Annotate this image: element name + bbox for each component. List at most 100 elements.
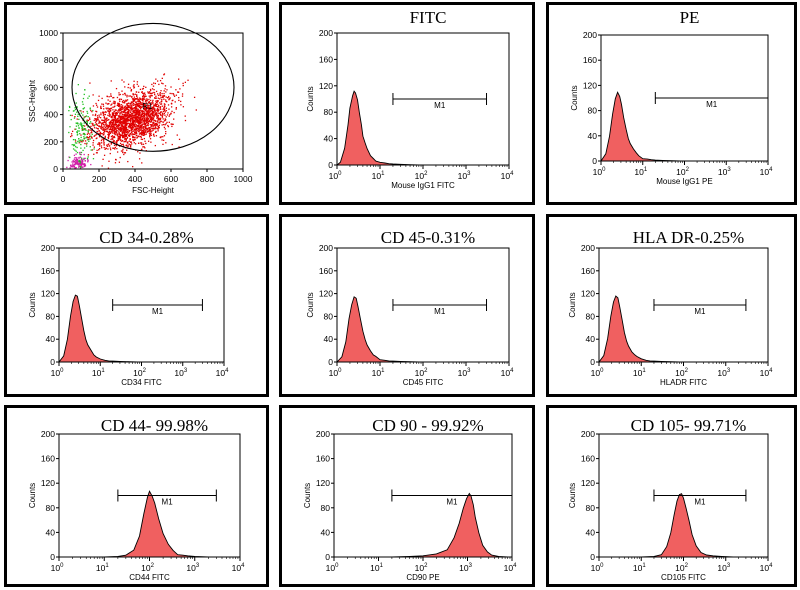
scatter-point	[124, 110, 127, 112]
scatter-point	[80, 147, 82, 149]
scatter-point	[114, 101, 116, 103]
scatter-point	[146, 117, 148, 119]
scatter-point	[134, 116, 136, 119]
scatter-point	[153, 91, 155, 94]
scatter-point	[133, 131, 136, 134]
scatter-point	[125, 100, 128, 102]
scatter-point	[123, 153, 125, 156]
scatter-point	[135, 111, 138, 113]
x-tick-exponent: 4	[510, 171, 514, 177]
chart-svg: R10 200 400 600 800 100002004006008001000FSC-…	[28, 22, 253, 195]
y-tick-label: 0	[325, 552, 330, 562]
scatter-point	[79, 110, 81, 112]
scatter-point	[80, 140, 82, 142]
scatter-point	[156, 127, 158, 130]
scatter-point	[121, 106, 123, 108]
scatter-point	[124, 152, 127, 154]
scatter-point	[92, 158, 95, 160]
scatter-point	[136, 102, 138, 104]
scatter-point	[106, 127, 108, 129]
scatter-point	[157, 130, 159, 132]
scatter-point	[110, 93, 112, 95]
x-tick-label: 103	[186, 563, 199, 573]
scatter-point	[151, 120, 153, 122]
scatter-point	[156, 109, 158, 111]
scatter-point	[143, 115, 145, 117]
scatter-point	[125, 107, 127, 109]
scatter-point	[139, 111, 141, 113]
scatter-point	[101, 128, 103, 130]
scatter-point	[71, 130, 74, 133]
scatter-point	[83, 118, 85, 120]
scatter-point	[81, 125, 83, 127]
scatter-point	[123, 127, 125, 129]
scatter-point	[152, 119, 154, 121]
scatter-point	[112, 121, 114, 123]
scatter-point	[111, 135, 114, 137]
scatter-point	[136, 103, 138, 106]
scatter-point	[147, 103, 149, 105]
scatter-point	[149, 133, 151, 135]
scatter-point	[89, 121, 92, 123]
scatter-point	[130, 111, 132, 114]
scatter-point	[130, 124, 132, 126]
scatter-point	[120, 116, 122, 118]
x-tick-label: 102	[675, 368, 688, 378]
x-tick-label: 101	[370, 563, 383, 573]
scatter-point	[162, 83, 164, 85]
scatter-point	[109, 131, 111, 133]
scatter-point	[156, 100, 158, 102]
scatter-point	[133, 86, 136, 88]
x-tick-exponent: 0	[600, 368, 604, 374]
scatter-point	[123, 99, 125, 102]
scatter-point	[148, 98, 150, 101]
scatter-point	[108, 160, 110, 162]
scatter-point	[113, 135, 115, 138]
x-tick-label: 100	[51, 368, 64, 378]
y-tick-label: 200	[41, 243, 55, 253]
scatter-point	[162, 95, 164, 97]
scatter-point	[141, 162, 143, 164]
scatter-point	[137, 108, 139, 110]
scatter-point	[118, 120, 121, 122]
scatter-point	[131, 117, 134, 119]
scatter-point	[81, 161, 84, 163]
scatter-point	[87, 158, 89, 161]
scatter-point	[96, 123, 98, 126]
scatter-point	[126, 106, 129, 108]
scatter-point	[105, 102, 107, 104]
y-tick-label: 120	[583, 80, 597, 90]
scatter-point	[109, 121, 112, 123]
scatter-point	[131, 134, 133, 136]
scatter-point	[119, 118, 122, 120]
scatter-point	[150, 130, 152, 132]
scatter-point	[68, 156, 70, 158]
scatter-point	[89, 118, 91, 121]
scatter-point	[141, 114, 143, 116]
scatter-point	[141, 118, 143, 120]
y-tick-label: 160	[583, 55, 597, 65]
scatter-point	[131, 126, 133, 129]
scatter-point	[166, 89, 168, 91]
scatter-point	[153, 88, 155, 91]
scatter-point	[127, 119, 130, 121]
y-tick-label: 80	[46, 311, 56, 321]
scatter-point	[145, 121, 148, 124]
scatter-panel: R1 0 200 400 600 800 1000 0 200 400 600 800 1000 FSC-…	[4, 2, 269, 205]
scatter-point	[132, 165, 134, 168]
scatter-point	[144, 131, 146, 133]
scatter-point	[157, 120, 159, 122]
x-tick-label: 104	[504, 563, 517, 573]
x-tick-exponent: 1	[101, 368, 105, 374]
scatter-point	[125, 107, 128, 109]
scatter-point	[149, 89, 152, 91]
scatter-point	[127, 116, 129, 118]
scatter-point	[98, 136, 101, 138]
scatter-point	[76, 160, 78, 163]
scatter-point	[156, 107, 159, 110]
scatter-point	[129, 133, 131, 135]
scatter-point	[150, 119, 153, 122]
scatter-point	[112, 137, 114, 139]
scatter-point	[133, 114, 135, 117]
